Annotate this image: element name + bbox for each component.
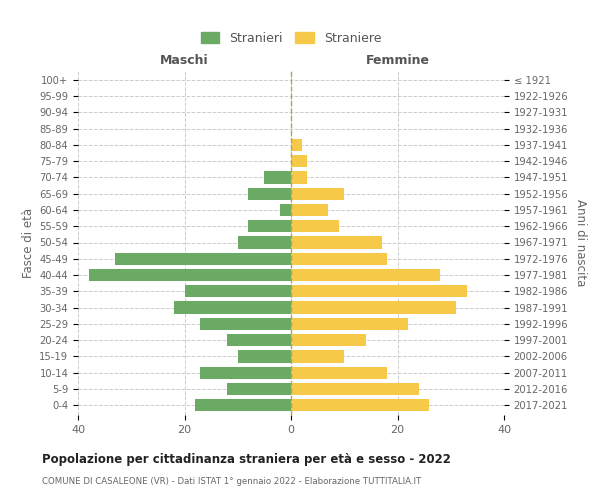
Bar — [200, 318, 291, 330]
Bar — [248, 188, 291, 200]
Bar — [227, 383, 291, 395]
Y-axis label: Anni di nascita: Anni di nascita — [574, 199, 587, 286]
Text: COMUNE DI CASALEONE (VR) - Dati ISTAT 1° gennaio 2022 - Elaborazione TUTTITALIA.: COMUNE DI CASALEONE (VR) - Dati ISTAT 1°… — [42, 478, 421, 486]
Bar — [291, 155, 307, 167]
Bar — [291, 172, 307, 183]
Bar — [280, 204, 291, 216]
Bar — [291, 334, 365, 346]
Bar — [89, 269, 291, 281]
Bar — [291, 318, 408, 330]
Bar — [291, 269, 440, 281]
Bar — [200, 366, 291, 379]
Bar — [291, 139, 302, 151]
Text: Popolazione per cittadinanza straniera per età e sesso - 2022: Popolazione per cittadinanza straniera p… — [42, 452, 451, 466]
Bar — [291, 204, 328, 216]
Text: Maschi: Maschi — [160, 54, 209, 66]
Bar — [115, 252, 291, 265]
Bar — [291, 236, 382, 248]
Bar — [174, 302, 291, 314]
Bar — [248, 220, 291, 232]
Bar — [291, 399, 430, 411]
Bar — [291, 302, 456, 314]
Y-axis label: Fasce di età: Fasce di età — [22, 208, 35, 278]
Bar — [291, 188, 344, 200]
Bar — [291, 366, 387, 379]
Bar — [227, 334, 291, 346]
Bar — [291, 220, 339, 232]
Text: Femmine: Femmine — [365, 54, 430, 66]
Bar — [238, 350, 291, 362]
Bar — [291, 383, 419, 395]
Legend: Stranieri, Straniere: Stranieri, Straniere — [197, 28, 385, 48]
Bar — [291, 252, 387, 265]
Bar — [291, 285, 467, 298]
Bar — [195, 399, 291, 411]
Bar — [291, 350, 344, 362]
Bar — [238, 236, 291, 248]
Bar — [265, 172, 291, 183]
Bar — [185, 285, 291, 298]
